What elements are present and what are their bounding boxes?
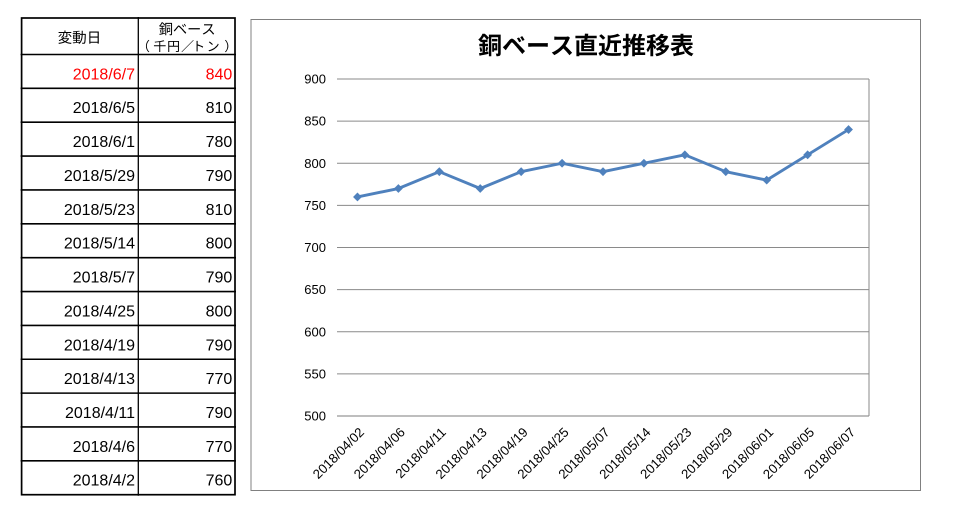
svg-text:650: 650	[304, 282, 326, 297]
svg-text:2018/4/13: 2018/4/13	[64, 371, 135, 388]
svg-text:790: 790	[206, 270, 233, 287]
svg-text:770: 770	[206, 439, 233, 456]
svg-text:500: 500	[304, 409, 326, 424]
svg-text:800: 800	[304, 156, 326, 171]
svg-text:850: 850	[304, 114, 326, 129]
svg-text:2018/4/2: 2018/4/2	[73, 473, 135, 490]
svg-text:770: 770	[206, 371, 233, 388]
svg-text:2018/5/7: 2018/5/7	[73, 270, 135, 287]
svg-text:2018/6/5: 2018/6/5	[73, 100, 135, 117]
svg-text:780: 780	[206, 134, 233, 151]
svg-text:2018/4/11: 2018/4/11	[65, 405, 135, 422]
svg-text:2018/4/19: 2018/4/19	[64, 337, 135, 354]
svg-text:2018/5/29: 2018/5/29	[64, 168, 135, 185]
svg-text:750: 750	[304, 198, 326, 213]
svg-text:2018/5/14: 2018/5/14	[64, 236, 135, 253]
svg-text:2018/4/25: 2018/4/25	[64, 303, 135, 320]
svg-text:2018/6/7: 2018/6/7	[73, 66, 135, 83]
svg-text:790: 790	[206, 405, 233, 422]
svg-text:700: 700	[304, 240, 326, 255]
svg-text:800: 800	[206, 236, 233, 253]
svg-text:840: 840	[206, 66, 233, 83]
svg-text:2018/4/6: 2018/4/6	[73, 439, 135, 456]
svg-text:600: 600	[304, 324, 326, 339]
svg-text:2018/5/23: 2018/5/23	[64, 202, 135, 219]
svg-text:760: 760	[206, 473, 233, 490]
svg-text:900: 900	[304, 72, 326, 87]
svg-text:800: 800	[206, 303, 233, 320]
svg-text:2018/6/1: 2018/6/1	[73, 134, 135, 151]
svg-text:790: 790	[206, 337, 233, 354]
svg-text:810: 810	[206, 100, 233, 117]
svg-text:810: 810	[206, 202, 233, 219]
svg-text:790: 790	[206, 168, 233, 185]
svg-text:550: 550	[304, 366, 326, 381]
